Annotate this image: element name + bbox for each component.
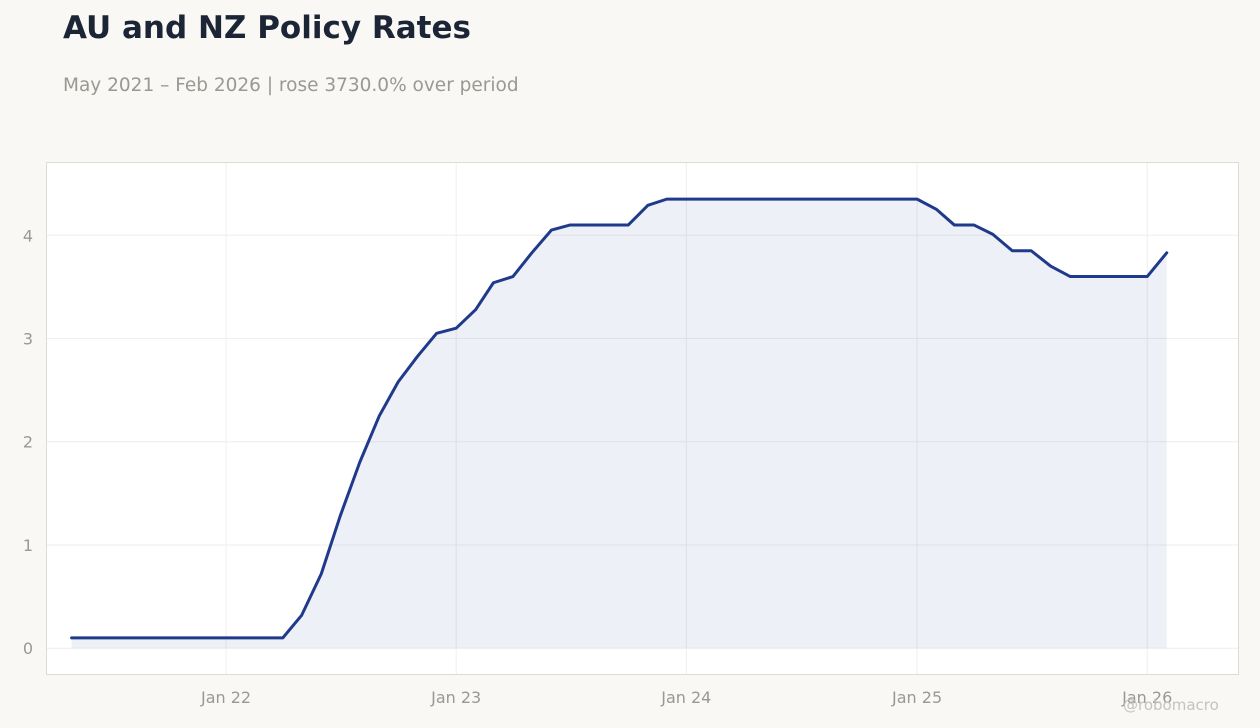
y-tick-label: 3 bbox=[23, 329, 33, 348]
y-tick-label: 0 bbox=[23, 639, 33, 658]
plot-area bbox=[46, 162, 1239, 675]
grid-y bbox=[47, 234, 1238, 649]
watermark: @robomacro bbox=[1123, 696, 1219, 714]
grid-x bbox=[225, 163, 1148, 674]
series-area-fill bbox=[71, 199, 1167, 649]
x-tick-label: Jan 24 bbox=[660, 688, 711, 707]
x-tick-label: Jan 26 bbox=[1121, 688, 1172, 707]
x-tick-label: Jan 25 bbox=[891, 688, 942, 707]
y-tick-label: 4 bbox=[23, 226, 33, 245]
x-tick-labels: Jan 22 Jan 23 Jan 24 Jan 25 Jan 26 bbox=[200, 688, 1172, 707]
x-tick-label: Jan 22 bbox=[200, 688, 251, 707]
y-tick-labels: 0 1 2 3 4 bbox=[23, 226, 33, 658]
y-tick-label: 1 bbox=[23, 536, 33, 555]
series-line bbox=[70, 197, 1169, 640]
chart-title: AU and NZ Policy Rates bbox=[63, 10, 471, 46]
x-tick-label: Jan 23 bbox=[430, 688, 481, 707]
chart-subtitle: May 2021 – Feb 2026 | rose 3730.0% over … bbox=[63, 75, 519, 96]
y-tick-label: 2 bbox=[23, 433, 33, 452]
